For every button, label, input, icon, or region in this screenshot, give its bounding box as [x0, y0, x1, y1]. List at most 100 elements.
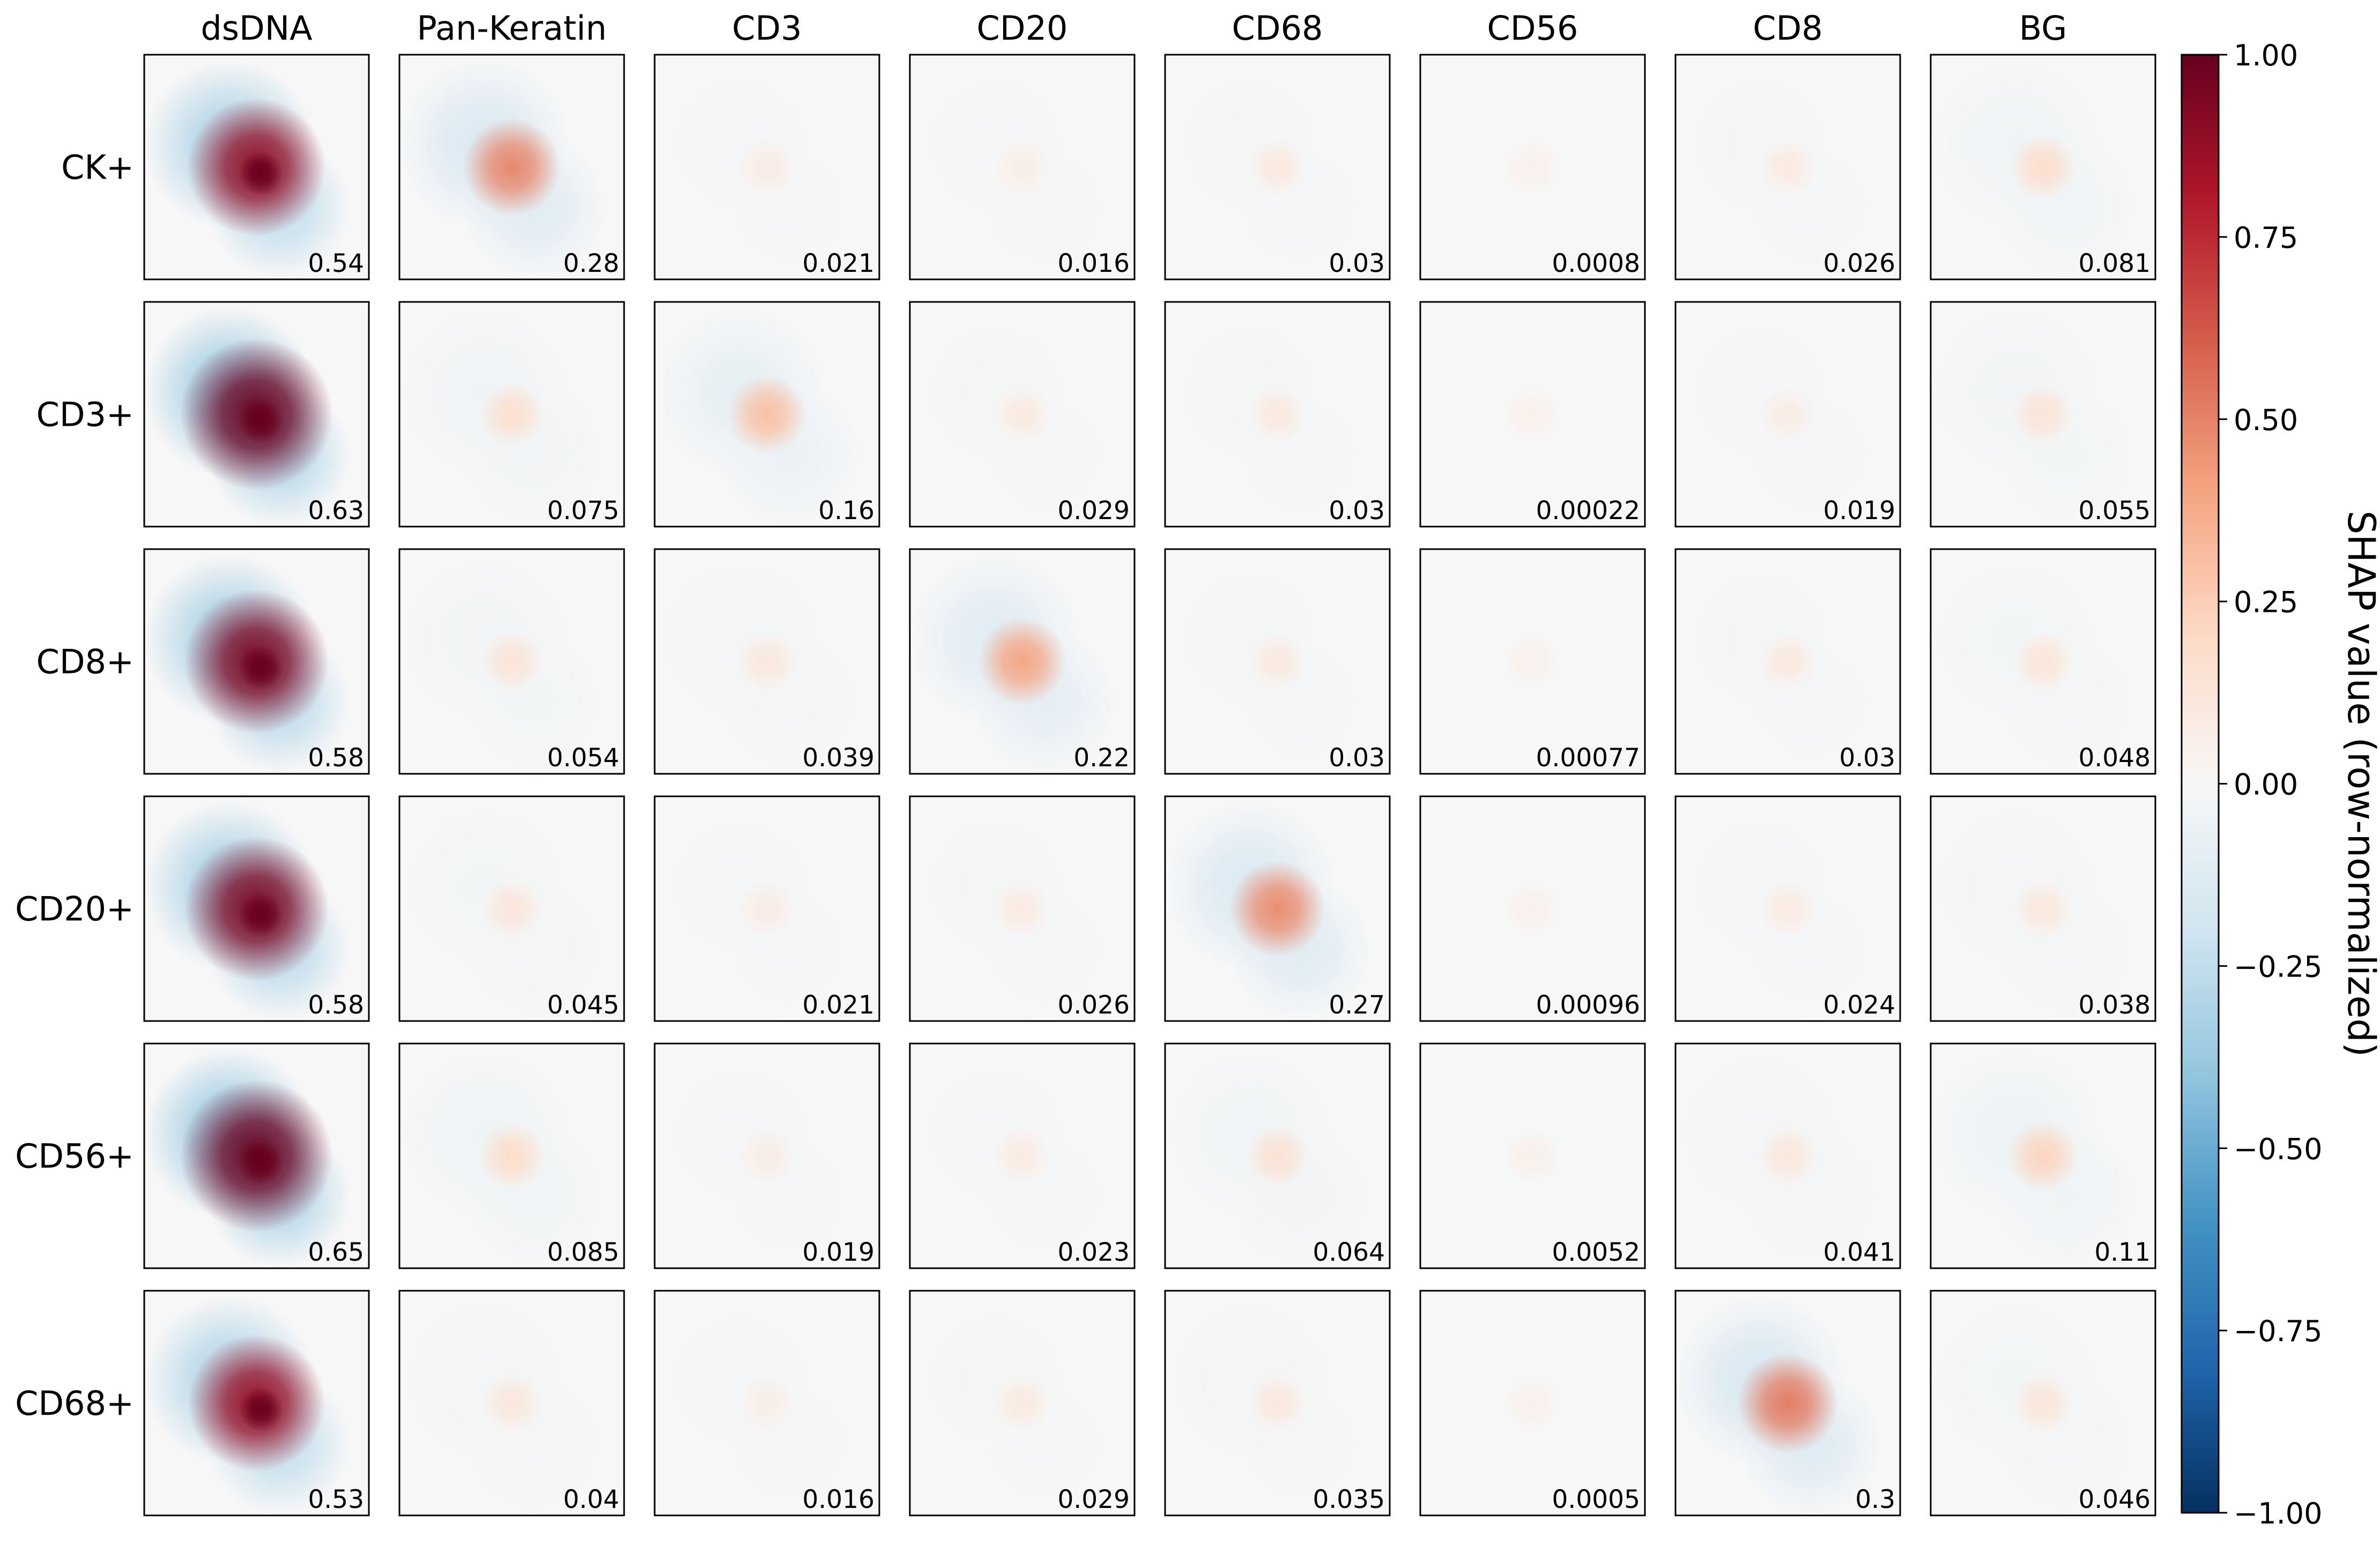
panel-frame — [654, 1042, 880, 1269]
shap-blob — [737, 631, 797, 692]
panel-value-label: 0.016 — [802, 1485, 874, 1514]
shap-blob — [2010, 134, 2077, 201]
panel-frame — [1164, 301, 1391, 528]
shap-blob — [727, 374, 807, 454]
shap-blob — [238, 893, 284, 938]
shap-blob — [738, 1127, 796, 1185]
panel-value-label: 0.035 — [1313, 1485, 1385, 1514]
panel-cd56-bg: 0.11 — [1930, 1042, 2156, 1269]
panel-value-label: 0.00077 — [1536, 743, 1640, 773]
panel-value-label: 0.3 — [1855, 1485, 1895, 1514]
panel-frame — [654, 795, 880, 1022]
panel-cd20-bg: 0.038 — [1930, 795, 2156, 1022]
panel-value-label: 0.064 — [1313, 1238, 1385, 1267]
panel-value-label: 0.046 — [2078, 1485, 2151, 1514]
panel-value-label: 0.54 — [308, 249, 364, 278]
panel-value-label: 0.65 — [308, 1238, 364, 1267]
column-headers: dsDNA Pan-Keratin CD3 CD20 CD68 CD56 CD8 BG — [201, 9, 2067, 48]
shap-blob — [1506, 1376, 1560, 1430]
shap-blob — [738, 1374, 796, 1432]
panel-value-label: 0.53 — [308, 1485, 364, 1514]
panel-cd68-bg: 0.046 — [1930, 1290, 2156, 1517]
panel-frame — [143, 301, 370, 528]
shap-blob — [1229, 860, 1326, 957]
shap-blob — [1248, 1373, 1307, 1433]
shap-blob — [738, 880, 796, 937]
panel-ck-bg: 0.081 — [1930, 54, 2156, 280]
panel-value-label: 0.0052 — [1552, 1238, 1640, 1267]
panel-value-label: 0.085 — [547, 1238, 619, 1267]
panel-cd56-cd56: 0.0052 — [1419, 1042, 1646, 1269]
panel-value-label: 0.029 — [1057, 1485, 1130, 1514]
panel-cd3-cd68: 0.03 — [1164, 301, 1391, 528]
panel-cd56-cd8: 0.041 — [1674, 1042, 1901, 1269]
panel-value-label: 0.054 — [547, 743, 619, 773]
colorbar-tick-label: 0.00 — [2234, 768, 2298, 802]
panel-value-label: 0.038 — [2078, 990, 2151, 1020]
column-header-dsdna: dsDNA — [201, 9, 312, 48]
panel-ck-pan-keratin: 0.28 — [398, 54, 625, 280]
panel-value-label: 0.041 — [1823, 1238, 1895, 1267]
shap-blob — [993, 879, 1051, 938]
column-header-cd20: CD20 — [977, 9, 1068, 48]
panel-ck-dsdna: 0.54 — [143, 54, 370, 280]
panel-cd68-cd20: 0.029 — [909, 1290, 1136, 1517]
shap-blob — [481, 1373, 542, 1433]
panel-value-label: 0.00096 — [1536, 990, 1640, 1020]
column-header-cd3: CD3 — [732, 9, 802, 48]
panel-cd20-cd20: 0.026 — [909, 795, 1136, 1022]
panel-cd56-cd3: 0.019 — [654, 1042, 880, 1269]
panel-cd3-cd56: 0.00022 — [1419, 301, 1646, 528]
panel-value-label: 0.021 — [802, 990, 874, 1020]
shap-blob — [1248, 632, 1307, 691]
panel-frame — [1930, 301, 2156, 528]
panel-frame — [398, 548, 625, 775]
shap-blob — [2007, 1120, 2079, 1192]
shap-blob — [2012, 1372, 2074, 1434]
panel-value-label: 0.58 — [308, 743, 364, 773]
panel-cd3-bg: 0.055 — [1930, 301, 2156, 528]
colorbar-tick-label: 1.00 — [2234, 39, 2298, 72]
panel-value-label: 0.024 — [1823, 990, 1895, 1020]
colorbar-tick-label: 0.50 — [2234, 403, 2298, 437]
panel-value-label: 0.03 — [1329, 496, 1385, 526]
panel-cd68-cd56: 0.0005 — [1419, 1290, 1646, 1517]
panel-frame — [398, 54, 625, 280]
panel-value-label: 0.016 — [1057, 249, 1130, 278]
panel-frame — [143, 1290, 370, 1517]
panel-value-label: 0.019 — [1823, 496, 1895, 526]
shap-blob — [1245, 1123, 1310, 1188]
panel-frame — [1419, 54, 1646, 280]
shap-blob — [1758, 632, 1818, 691]
panel-value-label: 0.11 — [2094, 1238, 2151, 1267]
panel-value-label: 0.029 — [1057, 496, 1130, 526]
panel-ck-cd20: 0.016 — [909, 54, 1136, 280]
shap-blob — [238, 1387, 284, 1432]
panel-value-label: 0.023 — [1057, 1238, 1130, 1267]
panel-frame — [143, 548, 370, 775]
panel-cd68-cd68: 0.035 — [1164, 1290, 1391, 1517]
shap-blob — [463, 118, 561, 216]
shap-blob — [2013, 878, 2073, 939]
shap-blob — [238, 646, 284, 691]
panel-frame — [1930, 1290, 2156, 1517]
panel-frame — [1419, 1290, 1646, 1517]
shap-blob — [738, 138, 796, 196]
shap-blob — [992, 1373, 1052, 1433]
shap-blob — [977, 617, 1067, 706]
panel-value-label: 0.27 — [1329, 990, 1385, 1020]
shap-blob — [1505, 1128, 1560, 1183]
panel-cd56-cd20: 0.023 — [909, 1042, 1136, 1269]
colorbar-tick-label: −1.00 — [2234, 1497, 2322, 1530]
panel-value-label: 0.03 — [1839, 743, 1895, 773]
panel-cd8-dsdna: 0.58 — [143, 548, 370, 775]
panel-frame — [1419, 1042, 1646, 1269]
column-header-pan-keratin: Pan-Keratin — [417, 9, 606, 48]
panel-value-label: 0.28 — [563, 249, 619, 278]
panel-ck-cd56: 0.0008 — [1419, 54, 1646, 280]
panel-cd3-dsdna: 0.63 — [143, 301, 370, 528]
panel-value-label: 0.075 — [547, 496, 619, 526]
shap-blob — [1759, 138, 1817, 196]
panel-frame — [1164, 54, 1391, 280]
panel-value-label: 0.58 — [308, 990, 364, 1020]
